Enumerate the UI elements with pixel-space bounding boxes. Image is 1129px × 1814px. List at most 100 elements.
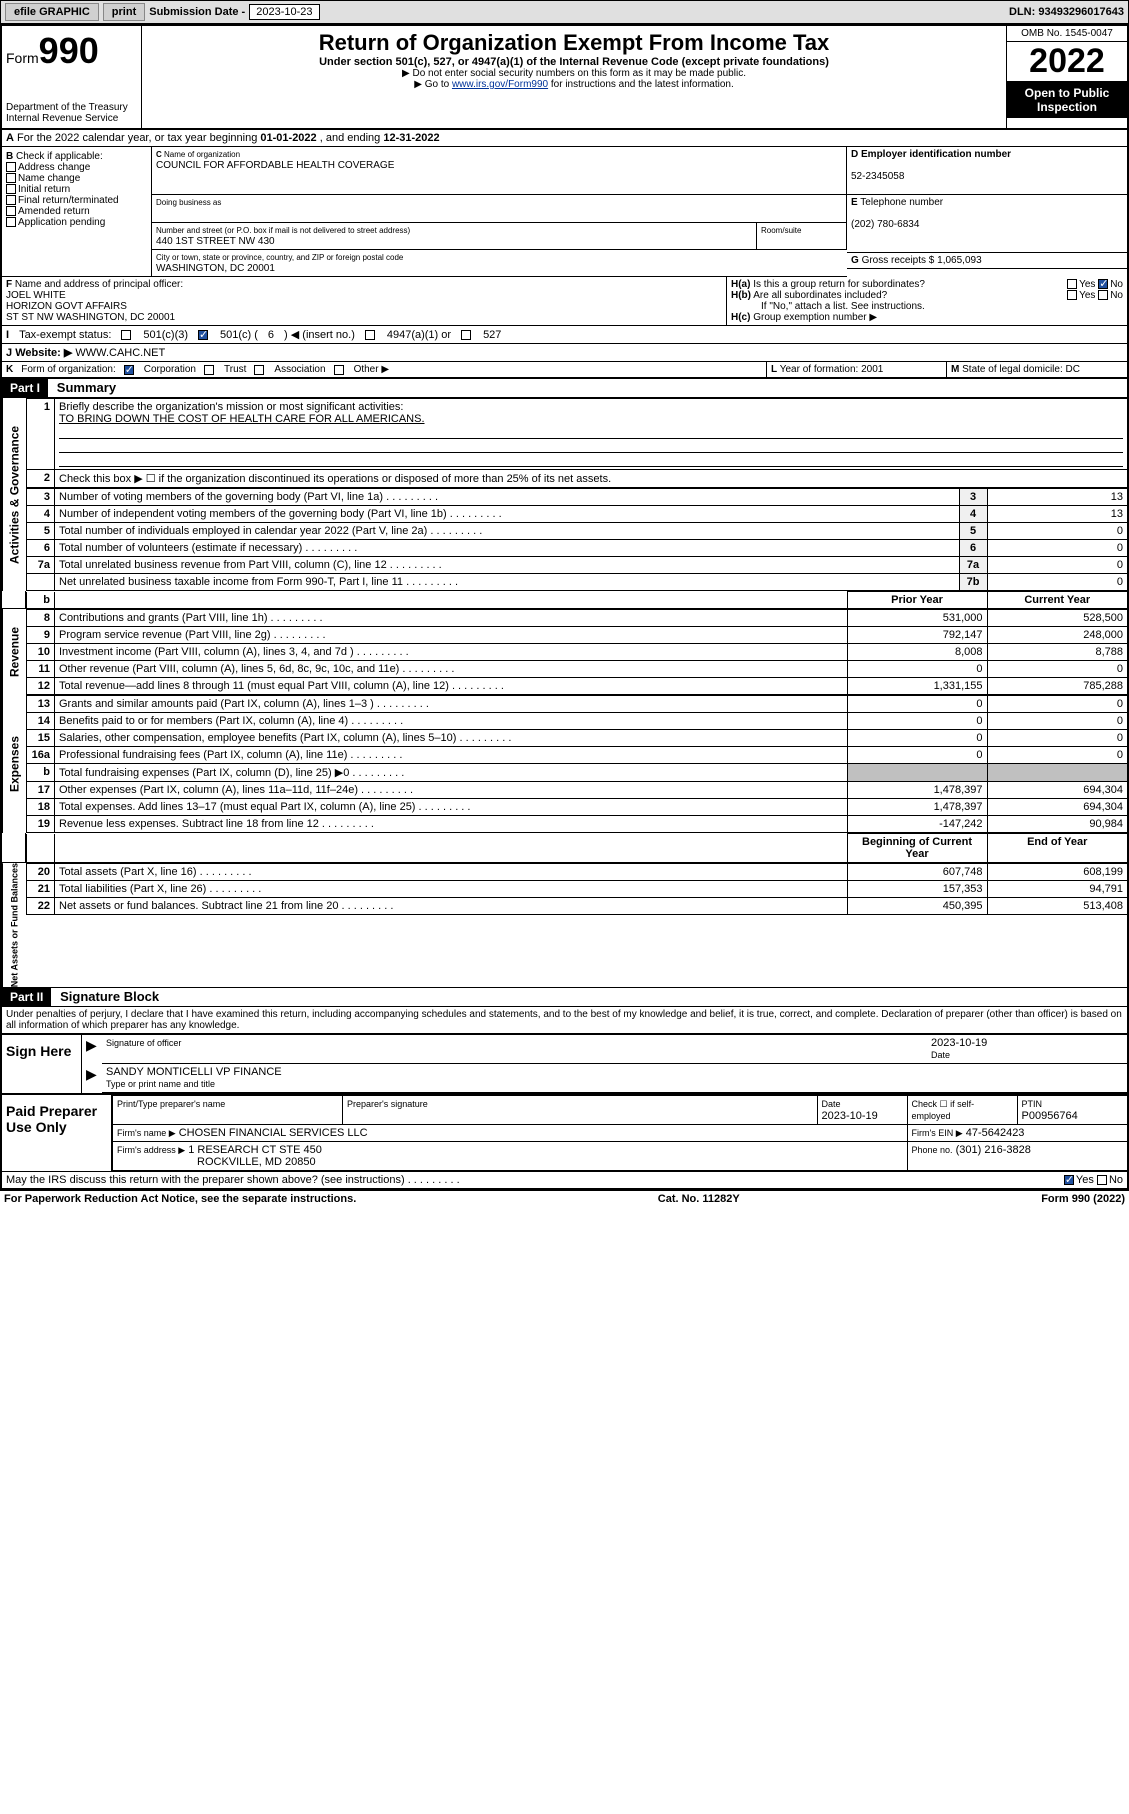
table-row: 20Total assets (Part X, line 16)607,7486… xyxy=(27,864,1128,881)
irs-link[interactable]: www.irs.gov/Form990 xyxy=(452,79,548,90)
table-row: 8Contributions and grants (Part VIII, li… xyxy=(27,610,1128,627)
check-app-pending[interactable] xyxy=(6,217,16,227)
prep-date: 2023-10-19 xyxy=(822,1110,878,1122)
org-name: COUNCIL FOR AFFORDABLE HEALTH COVERAGE xyxy=(156,160,394,171)
check-trust[interactable] xyxy=(204,365,214,375)
submission-label: Submission Date - xyxy=(149,6,245,18)
perjury-declaration: Under penalties of perjury, I declare th… xyxy=(2,1007,1127,1033)
check-initial-return[interactable] xyxy=(6,184,16,194)
form-number: Form990 xyxy=(6,30,137,72)
signature-officer-label: Signature of officer xyxy=(106,1038,181,1048)
hb-no[interactable] xyxy=(1098,290,1108,300)
hb-yes[interactable] xyxy=(1067,290,1077,300)
check-501c3[interactable] xyxy=(121,330,131,340)
firm-phone: (301) 216-3828 xyxy=(956,1144,1031,1156)
ein: 52-2345058 xyxy=(851,171,904,182)
firm-addr-2: ROCKVILLE, MD 20850 xyxy=(197,1156,316,1168)
table-row: 19Revenue less expenses. Subtract line 1… xyxy=(27,816,1128,833)
officer-print-name: SANDY MONTICELLI VP FINANCE xyxy=(106,1066,282,1078)
gross-receipts: 1,065,093 xyxy=(937,255,982,266)
dln: DLN: 93493296017643 xyxy=(1009,6,1124,18)
check-corp[interactable] xyxy=(124,365,134,375)
col-begin: Beginning of Current Year xyxy=(847,834,987,863)
check-assoc[interactable] xyxy=(254,365,264,375)
paid-preparer-section: Paid Preparer Use Only Print/Type prepar… xyxy=(2,1093,1127,1171)
block-deg: D Employer identification number 52-2345… xyxy=(847,147,1127,277)
form-header: Form990 Department of the Treasury Inter… xyxy=(2,26,1127,130)
telephone: (202) 780-6834 xyxy=(851,219,919,230)
mission: TO BRING DOWN THE COST OF HEALTH CARE FO… xyxy=(59,413,425,425)
vlabel-revenue: Revenue xyxy=(2,609,26,695)
paid-preparer-label: Paid Preparer Use Only xyxy=(2,1095,112,1171)
omb-number: OMB No. 1545-0047 xyxy=(1007,26,1127,42)
tax-year: 2022 xyxy=(1007,42,1127,82)
submission-date: 2023-10-23 xyxy=(249,4,319,20)
check-amended[interactable] xyxy=(6,206,16,216)
website: WWW.CAHC.NET xyxy=(75,347,165,359)
table-row: 9Program service revenue (Part VIII, lin… xyxy=(27,627,1128,644)
check-address-change[interactable] xyxy=(6,162,16,172)
line-j: J Website: ▶ WWW.CAHC.NET xyxy=(2,344,1127,362)
check-name-change[interactable] xyxy=(6,173,16,183)
ha-yes[interactable] xyxy=(1067,279,1077,289)
table-row: 13Grants and similar amounts paid (Part … xyxy=(27,696,1128,713)
table-row: 6Total number of volunteers (estimate if… xyxy=(27,540,1128,557)
year-formation: 2001 xyxy=(861,364,883,375)
block-fh: F Name and address of principal officer:… xyxy=(2,277,1127,326)
officer-name: JOEL WHITE xyxy=(6,290,66,301)
print-button[interactable]: print xyxy=(103,3,145,21)
block-h: H(a) Is this a group return for subordin… xyxy=(727,277,1127,326)
table-row: Net unrelated business taxable income fr… xyxy=(27,574,1128,591)
dln-value: 93493296017643 xyxy=(1038,6,1124,18)
part-1-header: Part I Summary xyxy=(2,378,1127,398)
table-row: 15Salaries, other compensation, employee… xyxy=(27,730,1128,747)
vlabel-expenses: Expenses xyxy=(2,695,26,833)
org-street: 440 1ST STREET NW 430 xyxy=(156,236,275,247)
form-990: Form990 Department of the Treasury Inter… xyxy=(0,24,1129,1191)
table-row: 18Total expenses. Add lines 13–17 (must … xyxy=(27,799,1128,816)
table-row: 11Other revenue (Part VIII, column (A), … xyxy=(27,661,1128,678)
ptin: P00956764 xyxy=(1022,1110,1078,1122)
table-row: 21Total liabilities (Part X, line 26)157… xyxy=(27,881,1128,898)
sign-here-label: Sign Here xyxy=(2,1035,82,1093)
check-501c[interactable] xyxy=(198,330,208,340)
firm-ein: 47-5642423 xyxy=(966,1127,1025,1139)
part-2-header: Part II Signature Block xyxy=(2,987,1127,1007)
form-subtitle-2: ▶ Do not enter social security numbers o… xyxy=(146,68,1002,79)
line-i: I Tax-exempt status: 501(c)(3) 501(c) (6… xyxy=(2,326,1127,344)
form-ref: Form 990 (2022) xyxy=(1041,1193,1125,1205)
line-a: A For the 2022 calendar year, or tax yea… xyxy=(2,130,1127,147)
sign-date: 2023-10-19 xyxy=(931,1037,987,1049)
cat-no: Cat. No. 11282Y xyxy=(658,1193,740,1205)
pra-notice: For Paperwork Reduction Act Notice, see … xyxy=(4,1193,356,1205)
dln-label: DLN: xyxy=(1009,6,1035,18)
check-final-return[interactable] xyxy=(6,195,16,205)
firm-addr-1: 1 RESEARCH CT STE 450 xyxy=(188,1144,322,1156)
table-row: 10Investment income (Part VIII, column (… xyxy=(27,644,1128,661)
table-row: 22Net assets or fund balances. Subtract … xyxy=(27,898,1128,915)
check-4947[interactable] xyxy=(365,330,375,340)
line-klm: K Form of organization: Corporation Trus… xyxy=(2,362,1127,378)
discuss-preparer: May the IRS discuss this return with the… xyxy=(2,1171,1127,1189)
form-title: Return of Organization Exempt From Incom… xyxy=(146,30,1002,56)
org-city: WASHINGTON, DC 20001 xyxy=(156,263,275,274)
check-527[interactable] xyxy=(461,330,471,340)
discuss-no[interactable] xyxy=(1097,1175,1107,1185)
table-row: 12Total revenue—add lines 8 through 11 (… xyxy=(27,678,1128,695)
dba-label: Doing business as xyxy=(156,198,221,207)
officer-org: HORIZON GOVT AFFAIRS xyxy=(6,301,127,312)
dept-treasury: Department of the Treasury xyxy=(6,102,137,113)
sign-here-section: Sign Here ▶ Signature of officer 2023-10… xyxy=(2,1033,1127,1093)
state-domicile: DC xyxy=(1066,364,1080,375)
col-prior: Prior Year xyxy=(847,592,987,609)
vlabel-net-assets: Net Assets or Fund Balances xyxy=(2,863,26,987)
check-other[interactable] xyxy=(334,365,344,375)
table-row: 3Number of voting members of the governi… xyxy=(27,489,1128,506)
form-subtitle-3: ▶ Go to www.irs.gov/Form990 for instruct… xyxy=(146,79,1002,90)
block-b: B Check if applicable: Address change Na… xyxy=(2,147,152,277)
form-subtitle-1: Under section 501(c), 527, or 4947(a)(1)… xyxy=(146,56,1002,68)
col-end: End of Year xyxy=(987,834,1127,863)
ha-no[interactable] xyxy=(1098,279,1108,289)
vlabel-activities-governance: Activities & Governance xyxy=(2,398,26,591)
discuss-yes[interactable] xyxy=(1064,1175,1074,1185)
